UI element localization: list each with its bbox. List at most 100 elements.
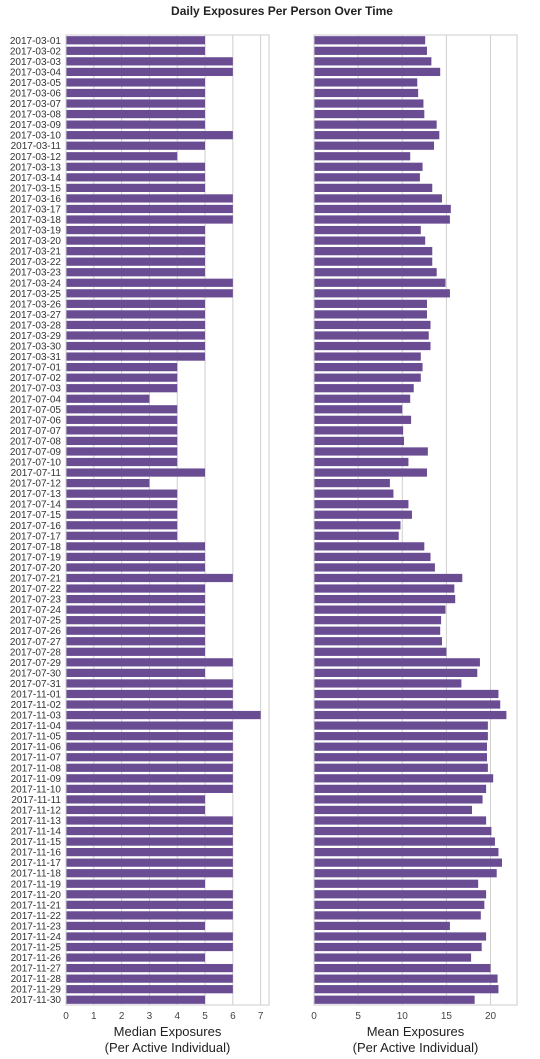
bar	[66, 658, 233, 667]
y-tick-label: 2017-07-30	[10, 668, 62, 679]
bar	[66, 721, 233, 730]
bar	[314, 774, 494, 783]
x-tick-label: 0	[63, 1011, 69, 1022]
bar	[314, 763, 488, 772]
bar	[66, 131, 233, 140]
bar	[314, 510, 412, 519]
y-tick-label: 2017-11-07	[11, 753, 62, 764]
bar	[314, 552, 431, 562]
bar	[66, 88, 206, 98]
x-tick-label: 0	[311, 1011, 317, 1022]
y-tick-label: 2017-07-07	[10, 426, 62, 437]
bar	[66, 384, 178, 393]
bar	[314, 331, 429, 340]
bar	[314, 489, 394, 498]
y-tick-label: 2017-07-25	[10, 616, 62, 627]
bar	[314, 911, 481, 920]
y-tick-label: 2017-03-03	[10, 57, 62, 68]
y-tick-label: 2017-11-29	[11, 985, 62, 996]
bar	[314, 900, 485, 909]
bar	[66, 710, 261, 720]
x-axis-label: Mean Exposures	[367, 1024, 465, 1039]
y-tick-label: 2017-03-22	[10, 257, 62, 268]
bar	[314, 858, 502, 867]
y-tick-label: 2017-03-31	[10, 352, 62, 363]
y-tick-label: 2017-03-19	[10, 226, 62, 237]
y-tick-label: 2017-11-16	[11, 848, 62, 859]
y-tick-label: 2017-07-10	[10, 458, 62, 469]
bar	[66, 310, 206, 319]
bar	[66, 995, 206, 1004]
y-tick-label: 2017-07-20	[10, 563, 62, 574]
bar	[66, 795, 206, 804]
y-tick-label: 2017-07-24	[10, 605, 62, 616]
bar	[314, 689, 499, 699]
y-tick-label: 2017-03-14	[10, 173, 62, 184]
y-tick-label: 2017-03-16	[10, 194, 62, 205]
y-tick-label: 2017-07-03	[10, 384, 62, 395]
bar	[66, 489, 178, 498]
y-tick-label: 2017-07-19	[10, 552, 62, 563]
bar	[314, 563, 435, 572]
bar	[314, 373, 421, 382]
y-tick-label: 2017-03-09	[10, 120, 62, 131]
bar	[66, 152, 178, 161]
bar	[66, 605, 206, 614]
bar	[314, 816, 487, 825]
bar	[66, 573, 233, 583]
y-tick-label: 2017-11-18	[11, 869, 62, 880]
bar	[314, 183, 433, 192]
bar	[66, 278, 233, 287]
y-tick-label: 2017-03-23	[10, 268, 62, 279]
bar	[314, 500, 409, 509]
bar	[314, 57, 432, 66]
bar	[314, 668, 478, 677]
bar	[66, 900, 233, 909]
bar	[314, 268, 437, 277]
bar	[66, 974, 233, 983]
x-axis-label: Median Exposures	[114, 1024, 222, 1039]
bar	[66, 415, 178, 424]
bar	[66, 869, 233, 878]
bar	[314, 78, 418, 87]
y-tick-label: 2017-03-04	[10, 67, 62, 78]
bar	[314, 637, 442, 646]
bar	[66, 352, 206, 361]
bar	[66, 78, 206, 87]
bar	[314, 67, 441, 77]
bar	[66, 563, 206, 572]
y-tick-label: 2017-07-15	[10, 510, 62, 521]
bar	[314, 974, 498, 983]
y-tick-label: 2017-03-07	[10, 99, 62, 110]
x-tick-label: 1	[91, 1011, 97, 1022]
y-tick-label: 2017-07-26	[10, 626, 62, 637]
y-tick-label: 2017-07-12	[10, 479, 62, 490]
bar	[314, 753, 487, 762]
bar	[66, 99, 206, 108]
bar	[314, 721, 488, 730]
bar	[314, 384, 414, 393]
bar	[314, 289, 450, 298]
bar	[66, 763, 233, 772]
y-tick-label: 2017-11-24	[11, 932, 62, 943]
bar	[66, 46, 206, 55]
bar	[314, 848, 499, 857]
bar	[314, 573, 463, 583]
chart-axes: 2017-03-012017-03-022017-03-032017-03-04…	[10, 34, 518, 1055]
x-tick-label: 4	[174, 1011, 180, 1022]
bar	[314, 194, 442, 203]
bar	[66, 742, 233, 751]
bar	[66, 36, 206, 45]
bar	[314, 457, 409, 467]
y-tick-label: 2017-11-03	[11, 711, 62, 722]
y-tick-label: 2017-07-29	[10, 658, 62, 669]
y-tick-label: 2017-11-05	[11, 732, 62, 743]
panel-1: 0 1 2 3 4 5 6 7 Median Exposures(Per Active Indi…	[63, 34, 270, 1055]
bar	[66, 542, 206, 551]
panel-2: 0 5 10 15 20 Mean Exposures(Per Active Indivi…	[311, 34, 518, 1055]
bar	[314, 310, 427, 319]
y-tick-label: 2017-03-25	[10, 289, 62, 300]
y-tick-label: 2017-11-06	[11, 742, 62, 753]
bar	[66, 637, 206, 646]
